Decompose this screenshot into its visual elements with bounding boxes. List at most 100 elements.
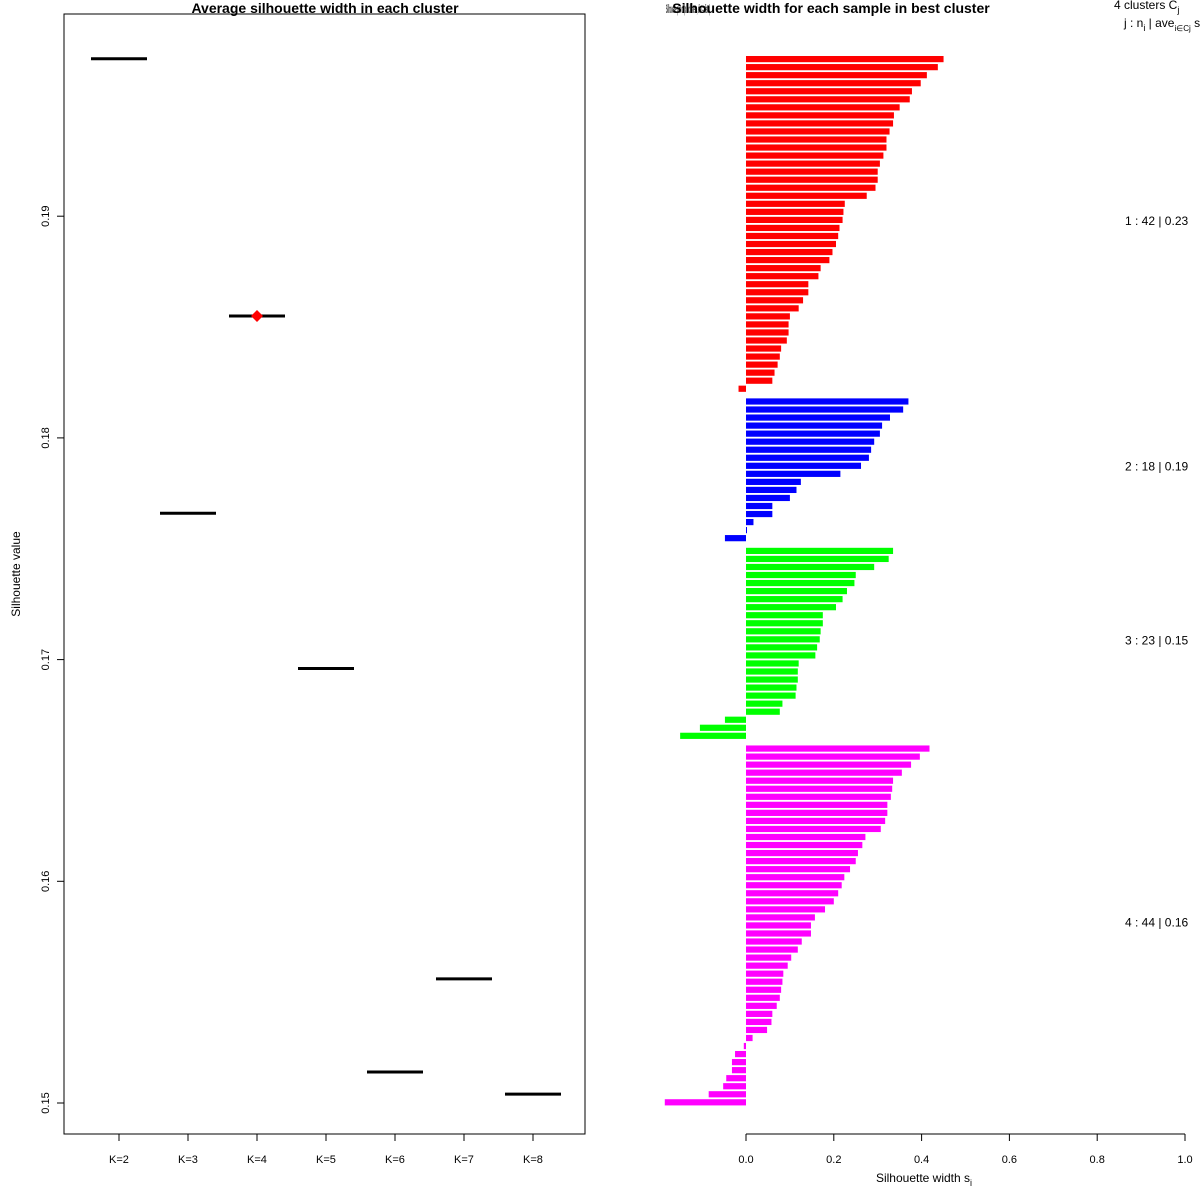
silhouette-bar xyxy=(746,1034,753,1042)
silhouette-bar xyxy=(746,596,843,603)
silhouette-bar xyxy=(746,398,909,405)
silhouette-bar xyxy=(724,535,746,542)
silhouette-bar xyxy=(746,962,788,969)
silhouette-bar xyxy=(708,1091,746,1098)
silhouette-bar xyxy=(746,470,841,477)
silhouette-bar xyxy=(746,636,820,643)
silhouette-bar xyxy=(746,563,875,571)
silhouette-bar xyxy=(746,753,920,760)
silhouette-bar xyxy=(746,176,878,183)
silhouette-bar xyxy=(746,793,891,800)
silhouette-bar xyxy=(746,761,912,768)
silhouette-bar xyxy=(746,652,816,659)
left-y-axis-label: Silhouette value xyxy=(9,531,23,617)
left-chart-title: Average silhouette width in each cluster xyxy=(191,0,459,16)
silhouette-bar xyxy=(746,644,818,651)
silhouette-bar xyxy=(746,510,773,518)
left-data-marks xyxy=(91,57,561,1096)
silhouette-bar xyxy=(746,914,815,921)
silhouette-bar xyxy=(746,72,927,79)
silhouette-bar xyxy=(746,801,888,808)
silhouette-bar xyxy=(746,777,894,784)
cluster-summary-label: 4 : 44 | 0.16 xyxy=(1125,915,1188,929)
silhouette-bar xyxy=(746,104,900,111)
x-tick-label: K=5 xyxy=(316,1154,336,1166)
left-plot-frame xyxy=(63,13,586,1135)
silhouette-bar xyxy=(746,668,798,675)
silhouette-bar xyxy=(746,454,869,461)
silhouette-bar xyxy=(746,208,844,215)
silhouette-bar xyxy=(746,240,836,248)
silhouette-bar xyxy=(746,200,845,207)
silhouette-bar xyxy=(746,160,880,167)
silhouette-bar xyxy=(746,64,938,71)
cluster-summary-label: 1 : 42 | 0.23 xyxy=(1125,214,1188,228)
silhouette-bar xyxy=(746,377,773,384)
silhouette-bar xyxy=(746,128,890,135)
silhouette-bar xyxy=(746,257,830,264)
silhouette-bar xyxy=(664,1099,746,1106)
silhouette-bar xyxy=(746,289,809,296)
left-x-axis: K=2 K=3 K=4 K=5 K=6 K=7 K=8 xyxy=(109,1134,543,1166)
silhouette-bar xyxy=(746,422,883,429)
silhouette-bar xyxy=(746,906,826,913)
silhouette-bar xyxy=(746,692,796,699)
silhouette-bar xyxy=(746,946,798,953)
silhouette-bar xyxy=(746,882,842,889)
silhouette-bar xyxy=(746,265,821,272)
silhouette-bar xyxy=(746,571,856,579)
silhouette-bar xyxy=(680,732,746,739)
silhouette-bar xyxy=(746,1026,768,1034)
silhouette-bar xyxy=(746,446,872,453)
silhouette-bar xyxy=(746,579,855,587)
silhouette-bar xyxy=(746,785,893,792)
silhouette-bar xyxy=(746,184,876,191)
left-panel: Average silhouette width in each cluster… xyxy=(9,0,586,1166)
silhouette-bar xyxy=(746,305,799,312)
silhouette-bar xyxy=(735,1050,746,1058)
silhouette-bar xyxy=(746,486,797,494)
silhouette-bar xyxy=(746,555,889,563)
silhouette-bar xyxy=(731,1067,746,1074)
silhouette-bar xyxy=(746,518,754,526)
x-tick-label: 0.8 xyxy=(1090,1154,1105,1166)
silhouette-bar xyxy=(746,954,792,961)
silhouette-bar xyxy=(746,898,834,905)
cluster-labels: 1 : 42 | 0.23 2 : 18 | 0.19 3 : 23 | 0.15 4… xyxy=(1125,214,1188,930)
silhouette-bar xyxy=(746,152,884,159)
x-tick-label: K=3 xyxy=(178,1154,198,1166)
silhouette-bar xyxy=(746,502,773,510)
silhouette-bar xyxy=(746,547,894,554)
x-tick-label: K=7 xyxy=(454,1154,474,1166)
y-tick-label: 0.15 xyxy=(40,1092,52,1113)
cluster-summary-label: 3 : 23 | 0.15 xyxy=(1125,633,1188,647)
silhouette-bar xyxy=(746,684,797,691)
silhouette-bar xyxy=(746,353,780,360)
silhouette-bar xyxy=(746,817,886,825)
silhouette-bar xyxy=(746,321,789,328)
silhouette-bar xyxy=(746,112,894,119)
silhouette-bar xyxy=(746,604,836,611)
silhouette-bar xyxy=(746,833,866,841)
silhouette-bar xyxy=(746,1018,772,1026)
x-tick-label: K=8 xyxy=(523,1154,543,1166)
silhouette-bar xyxy=(746,224,840,232)
silhouette-bar xyxy=(746,922,811,929)
right-panel: Silhouette plot of (x = clusters, dist =… xyxy=(664,0,1200,1188)
silhouette-bar xyxy=(699,724,746,731)
silhouette-bar xyxy=(746,345,782,352)
silhouette-bar xyxy=(746,841,863,849)
silhouette-bar xyxy=(746,866,851,873)
silhouette-bar xyxy=(746,978,783,985)
x-tick-label: 0.6 xyxy=(1002,1154,1017,1166)
silhouette-bar xyxy=(746,676,798,683)
silhouette-bar xyxy=(746,361,778,368)
x-tick-label: 0.4 xyxy=(914,1154,929,1166)
silhouette-bar xyxy=(738,385,746,392)
silhouette-bar xyxy=(746,273,819,280)
y-tick-label: 0.19 xyxy=(40,205,52,226)
silhouette-bar xyxy=(746,297,804,304)
y-tick-label: 0.18 xyxy=(40,427,52,448)
silhouette-bar xyxy=(724,716,746,723)
